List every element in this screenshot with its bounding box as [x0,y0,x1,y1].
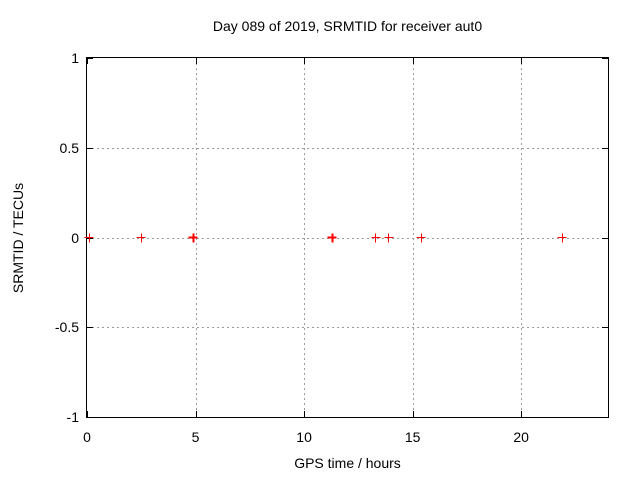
tick-mark [602,237,608,239]
y-tick-label: 1 [71,50,79,66]
tick-mark [304,58,306,64]
tick-mark [195,58,197,64]
chart-title: Day 089 of 2019, SRMTID for receiver aut… [212,18,483,34]
x-axis-label: GPS time / hours [294,455,401,471]
tick-mark [521,58,523,64]
gridline-horizontal [87,147,608,149]
tick-mark [87,58,88,64]
data-point-marker [371,233,381,242]
tick-mark [195,411,197,417]
y-tick-label: 0.5 [59,139,79,156]
tick-mark [602,58,608,59]
marker-stroke-vertical [140,233,142,242]
data-point-marker [136,233,146,242]
tick-mark [521,411,523,417]
y-tick-label: -1 [66,409,79,425]
tick-mark [304,411,306,417]
gridline-horizontal [87,237,608,239]
marker-stroke-vertical [375,233,377,242]
x-tick-label: 20 [513,429,529,445]
data-point-marker [384,233,394,242]
tick-mark [87,411,88,417]
x-tick-label: 5 [191,429,200,445]
x-tick-label: 10 [296,429,312,445]
x-tick-label: 0 [83,429,91,445]
data-point-marker [557,233,567,242]
tick-mark [412,58,414,64]
marker-stroke-vertical [388,233,390,242]
marker-stroke-vertical [331,233,334,242]
x-tick-label: 15 [404,429,421,445]
plot-area [84,57,609,418]
tick-mark [412,411,414,417]
data-point-marker [188,233,198,242]
tick-mark [87,237,93,239]
marker-stroke-vertical [192,233,195,242]
tick-mark [87,58,93,59]
y-tick-label: -0.5 [54,319,79,336]
tick-mark [602,417,608,418]
marker-stroke-vertical [561,233,563,242]
marker-stroke-vertical [420,233,422,242]
tick-mark [87,327,93,329]
tick-mark [602,147,608,149]
y-axis-label: SRMTID / TECUs [10,182,26,294]
y-tick-label: 0 [71,229,79,246]
data-point-marker [84,233,94,242]
tick-mark [87,417,93,418]
marker-stroke-vertical [88,233,90,242]
tick-mark [602,327,608,329]
data-point-marker [327,233,337,242]
tick-mark [87,147,93,149]
gridline-horizontal [87,327,608,329]
data-point-marker [416,233,426,242]
